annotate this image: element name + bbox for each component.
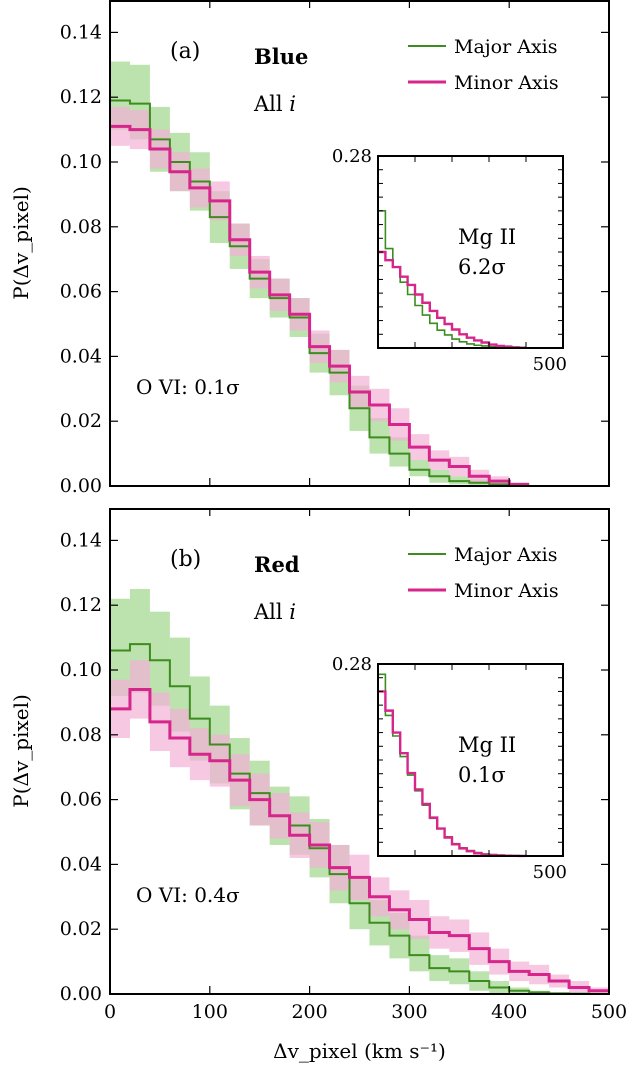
inclination-prefix: All [253, 92, 289, 116]
inset-ion-label: Mg II [458, 733, 516, 757]
inset: 0.28 500 Mg II 6.2σ [332, 146, 567, 375]
inset-sigma-label: 6.2σ [458, 255, 506, 279]
inset-ion-label: Mg II [458, 225, 516, 249]
y-tick-label: 0.00 [60, 475, 102, 497]
inset: 0.28 500 Mg II 0.1σ [332, 654, 567, 883]
major-axis-error-band [409, 460, 429, 476]
major-axis-error-band [389, 437, 409, 466]
inset-xmax-label: 500 [533, 862, 567, 883]
y-axis-label: P(Δv_pixel) [9, 186, 33, 300]
x-tick-label: 100 [192, 1001, 228, 1023]
major-axis-error-band [409, 936, 429, 972]
panel-b: 0.00 0.02 0.04 0.06 0.08 0.10 0.12 0.14 0 100 200 3… [9, 508, 627, 1063]
sample-label: Blue [254, 44, 308, 69]
x-axis-label: Δv_pixel (km s⁻¹) [273, 1039, 446, 1063]
y-tick-label: 0.02 [60, 410, 102, 432]
x-tick-label: 300 [391, 1001, 427, 1023]
inclination-variable: i [289, 92, 296, 116]
x-tick-label: 400 [491, 1001, 527, 1023]
y-tick-label: 0.08 [60, 724, 102, 746]
y-tick-label: 0.04 [60, 853, 102, 875]
y-tick-label: 0.14 [60, 529, 102, 551]
major-axis-error-band [369, 418, 389, 454]
legend-label: Minor Axis [454, 580, 559, 602]
inset-background [378, 664, 563, 856]
legend-label: Major Axis [454, 36, 558, 58]
ion-significance-label: O VI: 0.1σ [136, 375, 240, 399]
y-axis-label: P(Δv_pixel) [9, 694, 33, 808]
y-tick-label: 0.04 [60, 345, 102, 367]
inclination-label: All i [253, 600, 296, 624]
y-tick-label: 0.10 [60, 659, 102, 681]
y-tick-label: 0.02 [60, 918, 102, 940]
x-tick-label: 0 [104, 1001, 116, 1023]
y-tick-label: 0.10 [60, 151, 102, 173]
inset-ymax-label: 0.28 [332, 146, 372, 167]
panel-a: 0.00 0.02 0.04 0.06 0.08 0.10 0.12 0.14 P(Δv_pix… [9, 0, 609, 497]
y-tick-label: 0.14 [60, 21, 102, 43]
y-tick-label: 0.12 [60, 86, 102, 108]
x-tick-label: 200 [291, 1001, 327, 1023]
inset-xmax-label: 500 [533, 354, 567, 375]
inset-sigma-label: 0.1σ [458, 763, 506, 787]
major-axis-error-band [150, 612, 170, 706]
panel-label: (b) [170, 547, 201, 572]
panel-label: (a) [170, 39, 200, 64]
inset-ymax-label: 0.28 [332, 654, 372, 675]
y-tick-label: 0.08 [60, 216, 102, 238]
y-tick-label: 0.06 [60, 789, 102, 811]
inclination-variable: i [289, 600, 296, 624]
inclination-label: All i [253, 92, 296, 116]
x-tick-label: 500 [591, 1001, 627, 1023]
ion-significance-label: O VI: 0.4σ [136, 883, 240, 907]
inclination-prefix: All [253, 600, 289, 624]
y-tick-label: 0.12 [60, 594, 102, 616]
legend-label: Minor Axis [454, 72, 559, 94]
legend-label: Major Axis [454, 544, 558, 566]
sample-label: Red [254, 552, 300, 577]
y-tick-label: 0.00 [60, 983, 102, 1005]
inset-background [378, 156, 563, 348]
y-tick-label: 0.06 [60, 281, 102, 303]
